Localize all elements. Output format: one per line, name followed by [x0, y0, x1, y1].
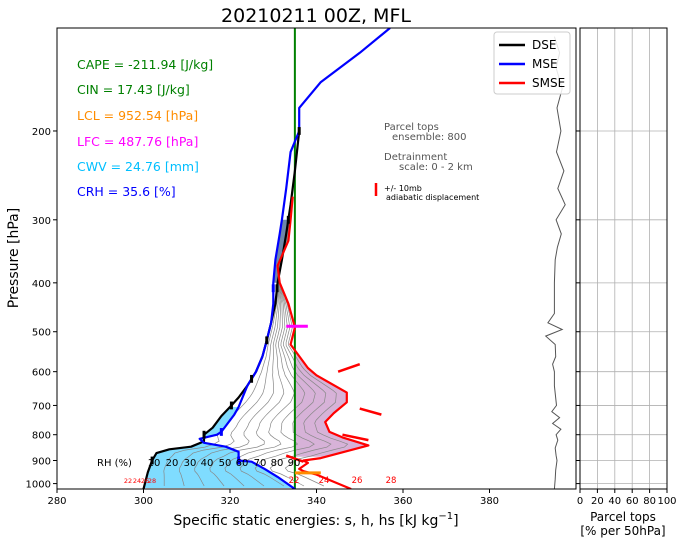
rh-level-label-40: 40: [201, 458, 214, 469]
y-tick-label-1000: 1000: [26, 480, 51, 491]
y-tick-label-800: 800: [32, 431, 51, 442]
y-tick-label-900: 900: [32, 457, 51, 468]
rh-level-labels: 10 20 30 40 50 60 70 80 90: [148, 458, 301, 469]
legend-label-mse: MSE: [532, 57, 558, 71]
rh-level-label-90: 90: [288, 458, 301, 469]
x-tick-label-360: 360: [393, 496, 412, 507]
cape-fill: [294, 331, 367, 457]
y-tick-label-600: 600: [32, 368, 51, 379]
detrainment-line: [544, 36, 566, 489]
red-number-right-22: 22: [289, 476, 300, 486]
stat-cwv: CWV = 24.76 [mm]: [77, 159, 199, 174]
side-grid: [580, 28, 667, 489]
side-x-label-1: Parcel tops: [590, 510, 656, 524]
markers: [150, 127, 382, 475]
parcel-tops-panel: 0 20 40 60 80 100 Parcel tops [% per 50hPa]: [577, 27, 677, 538]
marker-smse-2: [342, 433, 369, 442]
side-x-tick-label-80: 80: [643, 496, 656, 507]
y-tick-label-700: 700: [32, 401, 51, 412]
y-axis-label: Pressure [hPa]: [6, 208, 22, 308]
legend-box: [493, 31, 571, 95]
main-plot: 280 300 320 340 360 380 200300400500600700800…: [6, 27, 580, 529]
rh-level-label-20: 20: [166, 458, 179, 469]
red-number-left-26: 26: [141, 477, 149, 485]
x-tick-label-380: 380: [480, 496, 499, 507]
annotation-ensemble: ensemble: 800: [392, 132, 467, 143]
legend: DSE MSE SMSE: [493, 31, 571, 95]
x-tick-label-340: 340: [307, 496, 326, 507]
y-tick-label-400: 400: [32, 279, 51, 290]
x-tick-label-320: 320: [220, 496, 239, 507]
side-frame: [579, 27, 668, 490]
side-x-tick-label-20: 20: [591, 496, 604, 507]
side-x-tick-label-40: 40: [608, 496, 621, 507]
marker-smse-1: [359, 407, 382, 416]
annotation-block: Parcel tops ensemble: 800 Detrainment sc…: [374, 122, 479, 202]
stat-cin: CIN = 17.43 [J/kg]: [77, 82, 190, 97]
side-x-tick-label-60: 60: [626, 496, 639, 507]
rh-level-label-60: 60: [236, 458, 249, 469]
y-ticks: 200 300 400 500 600 700 800 900 1000: [26, 127, 580, 491]
stat-lcl: LCL = 952.54 [hPa]: [77, 108, 198, 123]
chart-title: 20210211 00Z, MFL: [221, 5, 411, 27]
marker-smse-0: [337, 363, 361, 373]
red-number-right-28: 28: [386, 476, 397, 486]
rh-level-label-30: 30: [184, 458, 197, 469]
x-ticks: 280 300 320 340 360 380: [47, 489, 499, 507]
annotation-error-bar-2: adiabatic displacement: [386, 193, 479, 202]
annotation-scale: scale: 0 - 2 km: [399, 162, 473, 173]
rh-level-label-10: 10: [148, 458, 161, 469]
series-lines: [142, 28, 391, 489]
series-line-mse: [198, 28, 391, 489]
legend-label-dse: DSE: [532, 38, 556, 52]
stat-lfc: LFC = 487.76 [hPa]: [77, 134, 198, 149]
y-tick-label-300: 300: [32, 216, 51, 227]
stats-block: CAPE = -211.94 [J/kg] CIN = 17.43 [J/kg]…: [77, 57, 213, 199]
red-number-left-28: 28: [148, 477, 156, 485]
red-number-right-24: 24: [319, 476, 330, 486]
annotation-error-bar-1: +/- 10mb: [384, 184, 422, 193]
stat-cape: CAPE = -211.94 [J/kg]: [77, 57, 213, 72]
series-line-smse: [276, 196, 370, 489]
x-tick-label-280: 280: [47, 496, 66, 507]
x-tick-label-300: 300: [134, 496, 153, 507]
red-number-left-24: 24: [133, 477, 141, 485]
y-tick-label-200: 200: [32, 127, 51, 138]
y-tick-label-500: 500: [32, 328, 51, 339]
legend-label-smse: SMSE: [532, 76, 565, 90]
side-x-tick-label-100: 100: [657, 496, 676, 507]
rh-level-label-50: 50: [219, 458, 232, 469]
red-number-left-22: 22: [124, 477, 132, 485]
marker-smse-3: [285, 454, 304, 463]
red-number-right-26: 26: [352, 476, 363, 486]
annotation-detrainment: Detrainment: [384, 152, 447, 163]
stat-crh: CRH = 35.6 [%]: [77, 184, 176, 199]
rh-level-label-70: 70: [254, 458, 267, 469]
detrainment-profile: [544, 36, 566, 489]
x-axis-label: Specific static energies: s, h, hs [kJ k…: [173, 511, 458, 529]
rh-label: RH (%): [97, 458, 132, 469]
annotation-parcel-tops: Parcel tops: [384, 122, 439, 133]
rh-level-label-80: 80: [271, 458, 284, 469]
side-x-ticks: 0 20 40 60 80 100: [577, 489, 677, 507]
side-x-tick-label-0: 0: [577, 496, 583, 507]
side-x-label-2: [% per 50hPa]: [580, 524, 665, 538]
